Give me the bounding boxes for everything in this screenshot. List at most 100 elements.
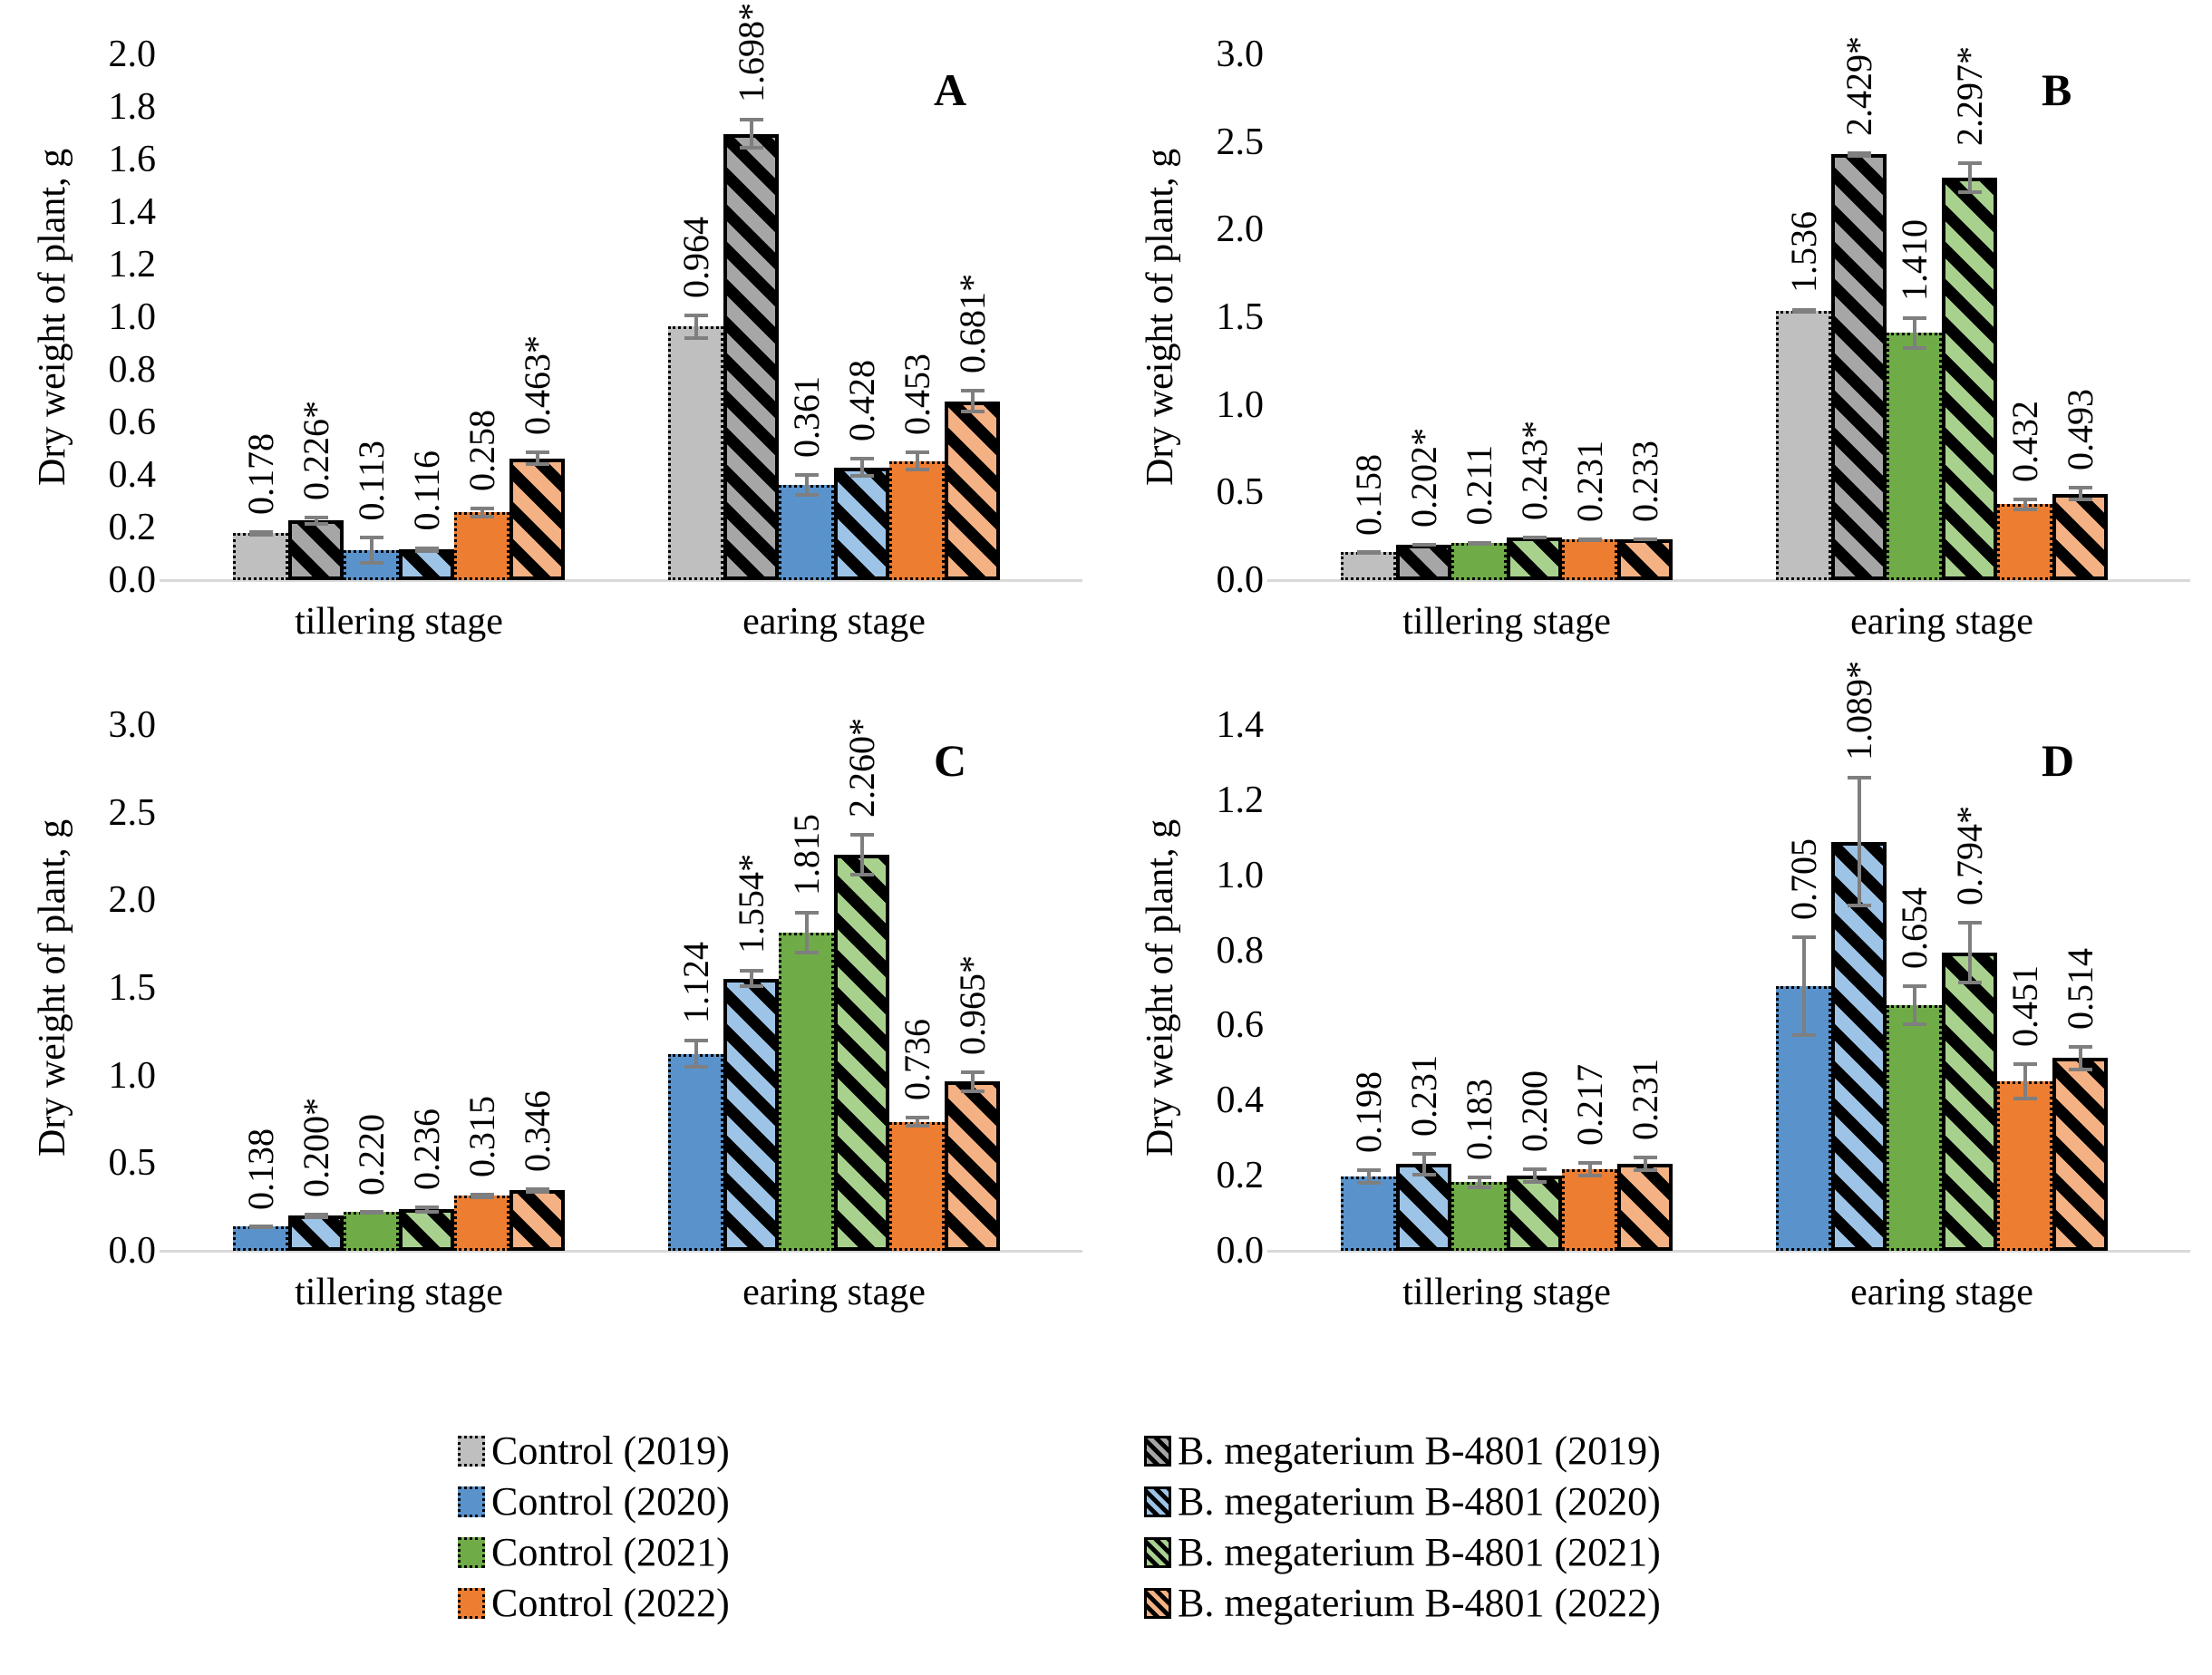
bar-value-text: 0.705 [1782,838,1824,920]
error-bar-cap-bottom [849,873,874,877]
legend-item: B. megaterium B-4801 (2022) [1144,1583,1661,1623]
bar-control-2019 [1341,552,1396,580]
error-bar-cap-top [1522,1167,1547,1172]
error-bar-cap-top [849,832,874,837]
bar-value-label: 1.410 [1892,219,1937,305]
error-bar [970,389,975,413]
bar-value-text: 0.315 [461,1095,502,1177]
y-tick-label: 1.2 [108,244,157,286]
bar-value-label: 0.158 [1346,454,1392,540]
error-bar-cap-bottom [2013,508,2037,512]
error-bar-cap-top [1847,150,1871,155]
bar-bmeg-2020 [723,978,779,1251]
error-bar-cap-bottom [1522,536,1547,540]
error-bar [804,910,809,955]
bar-bmeg-2020 [288,1215,344,1251]
bar-bmeg-2022 [2052,1058,2108,1251]
error-bar-cap-top [359,536,383,540]
error-bar-cap-top [1791,935,1816,939]
y-tick-label: 2.5 [108,791,157,834]
bar-control-2021 [779,933,834,1251]
error-bar-cap-top [2013,497,2037,501]
bar-value-label: 0.258 [460,410,505,496]
bar-value-label: 1.554* [729,854,774,958]
error-bar-cap-bottom [470,514,494,518]
error-bar-cap-bottom [2068,498,2092,502]
error-bar-cap-bottom [1412,1172,1436,1176]
error-bar-cap-top [960,389,985,393]
error-bar-cap-bottom [2068,1067,2092,1071]
bar-value-label: 0.231 [1402,1055,1447,1141]
bar-value-text: 0.428 [840,360,882,442]
bar-value-text: 0.432 [2003,400,2045,482]
category-label: tillering stage [295,1272,503,1313]
y-axis-title: Dry weight of plant, g [1140,148,1181,487]
bar-bmeg-2020 [399,549,454,580]
bar-value-label: 1.124 [674,942,719,1028]
error-bar [2078,486,2082,502]
bar-value-text: 0.243* [1513,420,1555,520]
error-bar-cap-bottom [1902,1021,1926,1026]
bar-bmeg-2019 [723,133,779,580]
bar-value-text: 0.681* [951,274,993,374]
error-bar-cap-bottom [304,521,328,526]
y-axis-title: Dry weight of plant, g [32,148,73,487]
error-bar-cap-top [1957,160,1982,165]
error-bar [970,1070,975,1093]
chart-panel-A: Dry weight of plant, g 0.0 0.2 0.4 0.6 0.8 1.0… [27,3,1097,684]
error-bar-cap-bottom [1577,537,1602,542]
y-tick-label: 1.4 [108,191,157,233]
bar-value-text: 0.654 [1893,887,1935,970]
bar-bmeg-2022 [1617,538,1673,580]
bar-control-2022 [1997,504,2052,580]
bar-value-label: 0.463* [515,335,560,440]
legend-swatch-bmeg-2020 [1144,1486,1171,1517]
bar-value-label: 0.681* [950,274,995,378]
legend-item: B. megaterium B-4801 (2020) [1144,1482,1661,1522]
bar-value-text: 1.124 [674,942,716,1024]
error-bar-cap-top [1412,1152,1436,1157]
legend-label: B. megaterium B-4801 (2019) [1178,1428,1661,1473]
error-bar-cap-top [905,450,929,455]
bar-value-label: 1.815 [784,814,830,900]
error-bar-cap-top [794,473,819,478]
bar-value-text: 0.200 [1513,1070,1555,1153]
bar-control-2020 [779,485,834,580]
error-bar-cap-bottom [739,145,763,150]
error-bar [915,450,919,472]
x-axis-line [1267,579,2190,582]
error-bar-cap-top [414,546,439,550]
bar-value-text: 0.231 [1568,441,1610,523]
bar-control-2022 [1562,1169,1617,1251]
bar-control-2022 [889,1121,945,1251]
error-bar-cap-bottom [1957,190,1982,195]
error-bar-cap-bottom [1957,981,1982,985]
error-bar [804,473,809,498]
bar-value-label: 0.315 [460,1096,505,1182]
bar-value-text: 0.158 [1347,453,1389,536]
legend-item: Control (2022) [458,1583,730,1623]
error-bar-cap-bottom [359,561,383,566]
y-tick-label: 1.0 [108,1054,157,1097]
bar-control-2020 [668,1053,723,1251]
y-tick-label: 0.0 [1216,559,1265,601]
y-tick-label: 0.6 [1216,1004,1265,1047]
error-bar-cap-bottom [470,1195,494,1199]
bar-value-text: 0.200* [295,1097,336,1197]
bar-control-2022 [1562,539,1617,580]
error-bar-cap-top [470,506,494,510]
bar-bmeg-2020 [1831,841,1887,1251]
error-bar-cap-bottom [1356,550,1381,555]
error-bar-cap-bottom [1847,904,1871,908]
bar-value-label: 0.226* [294,401,339,505]
category-label: earing stage [1850,601,2033,643]
error-bar [859,832,864,877]
bar-control-2022 [1997,1081,2052,1251]
error-bar [2023,1062,2027,1100]
legend-swatch-bmeg-2021 [1144,1537,1171,1568]
bar-value-label: 0.183 [1457,1079,1502,1165]
error-bar [694,1039,698,1070]
error-bar [2023,497,2027,512]
bar-value-text: 0.231 [1624,1059,1665,1141]
error-bar-cap-top [1902,316,1926,321]
